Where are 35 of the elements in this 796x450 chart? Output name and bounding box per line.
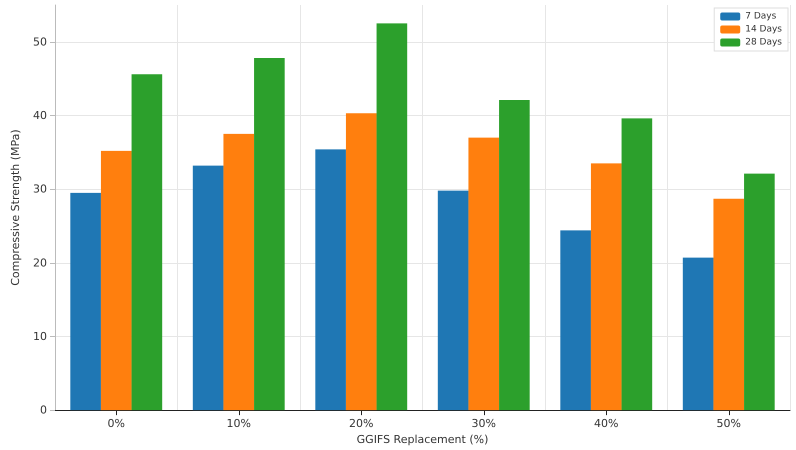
bar [132,74,162,410]
y-tick-label: 30 [33,182,47,196]
bar [100,150,132,410]
bar [376,23,408,410]
x-tick-label: 20% [349,417,374,430]
x-axis-title: GGIFS Replacement (%) [356,433,488,446]
x-tick-label: 50% [716,417,741,430]
bar [744,174,775,410]
bar [438,190,468,410]
x-tick-label: 30% [472,417,496,430]
bar [70,192,101,410]
bar [468,138,500,410]
legend-label: 28 Days [745,38,782,48]
y-tick-label: 10 [33,330,47,343]
legend-label: 14 Days [745,24,782,34]
bar [560,230,591,410]
y-tick-label: 20 [33,256,47,270]
x-tick-label: 10% [226,417,251,430]
bar [590,163,622,410]
bar [223,134,254,410]
bar [315,149,346,410]
bar [254,58,285,410]
bar [622,118,652,410]
x-tick-label: 0% [108,417,125,430]
bar [682,258,714,410]
y-axis-title: Compressive Strength (MPa) [9,129,22,286]
bar [346,113,377,410]
legend-label: 7 Days [745,12,777,22]
bar [499,100,530,410]
y-tick-label: 40 [33,108,47,122]
bar [713,198,744,410]
bar [192,166,224,410]
x-tick-label: 40% [594,417,618,430]
y-tick-label: 0 [40,404,47,417]
y-tick-label: 50 [33,35,47,48]
